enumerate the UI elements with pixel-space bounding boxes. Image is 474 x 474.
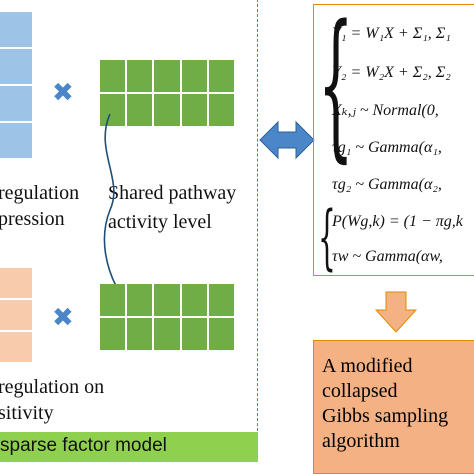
green-matrix-top	[100, 60, 234, 126]
formula-1: Y₁ = W₁X + Σ₁, Σ₁	[332, 25, 451, 42]
formula-box	[313, 4, 474, 276]
down-arrow-icon	[374, 291, 418, 333]
double-arrow-icon	[259, 120, 315, 160]
multiply-icon-bottom: ✖	[52, 303, 74, 333]
label-top-line2: pression	[0, 208, 65, 230]
algorithm-line1: A modified	[322, 355, 413, 377]
label-bottom-line2: sitivity	[0, 402, 54, 424]
label-top-line1: regulation	[0, 182, 80, 204]
green-matrix-bottom	[100, 284, 234, 350]
algorithm-line2: collapsed	[322, 380, 398, 402]
multiply-icon-top: ✖	[52, 78, 74, 108]
shared-pathway-line1: Shared pathway	[108, 182, 237, 204]
formula-4: τg₁ ~ Gamma(α₁,	[332, 139, 442, 156]
brace-bottom-icon: {	[318, 196, 336, 278]
label-bottom-line1: regulation on	[0, 376, 105, 398]
formula-2: Y₂ = W₂X + Σ₂, Σ₂	[332, 64, 451, 81]
formula-6: P(Wg,k) = (1 − πg,k	[332, 213, 463, 230]
algorithm-box	[313, 340, 474, 474]
algorithm-line3: Gibbs sampling	[322, 405, 449, 427]
peach-matrix	[0, 268, 32, 362]
formula-5: τg₂ ~ Gamma(α₂,	[332, 176, 442, 193]
brace-top-icon: {	[318, 0, 354, 177]
blue-matrix	[0, 12, 32, 158]
shared-pathway-line2: activity level	[108, 211, 212, 233]
formula-3: Xₖ,ⱼ ~ Normal(0,	[332, 102, 439, 119]
algorithm-line4: algorithm	[322, 430, 400, 452]
algorithm-text: A modified collapsed Gibbs sampling algo…	[322, 354, 448, 454]
model-title-bar: sparse factor model	[0, 432, 258, 462]
model-title: sparse factor model	[0, 435, 167, 456]
connector-curve	[103, 113, 117, 287]
formula-7: τw ~ Gamma(αw,	[332, 248, 443, 265]
